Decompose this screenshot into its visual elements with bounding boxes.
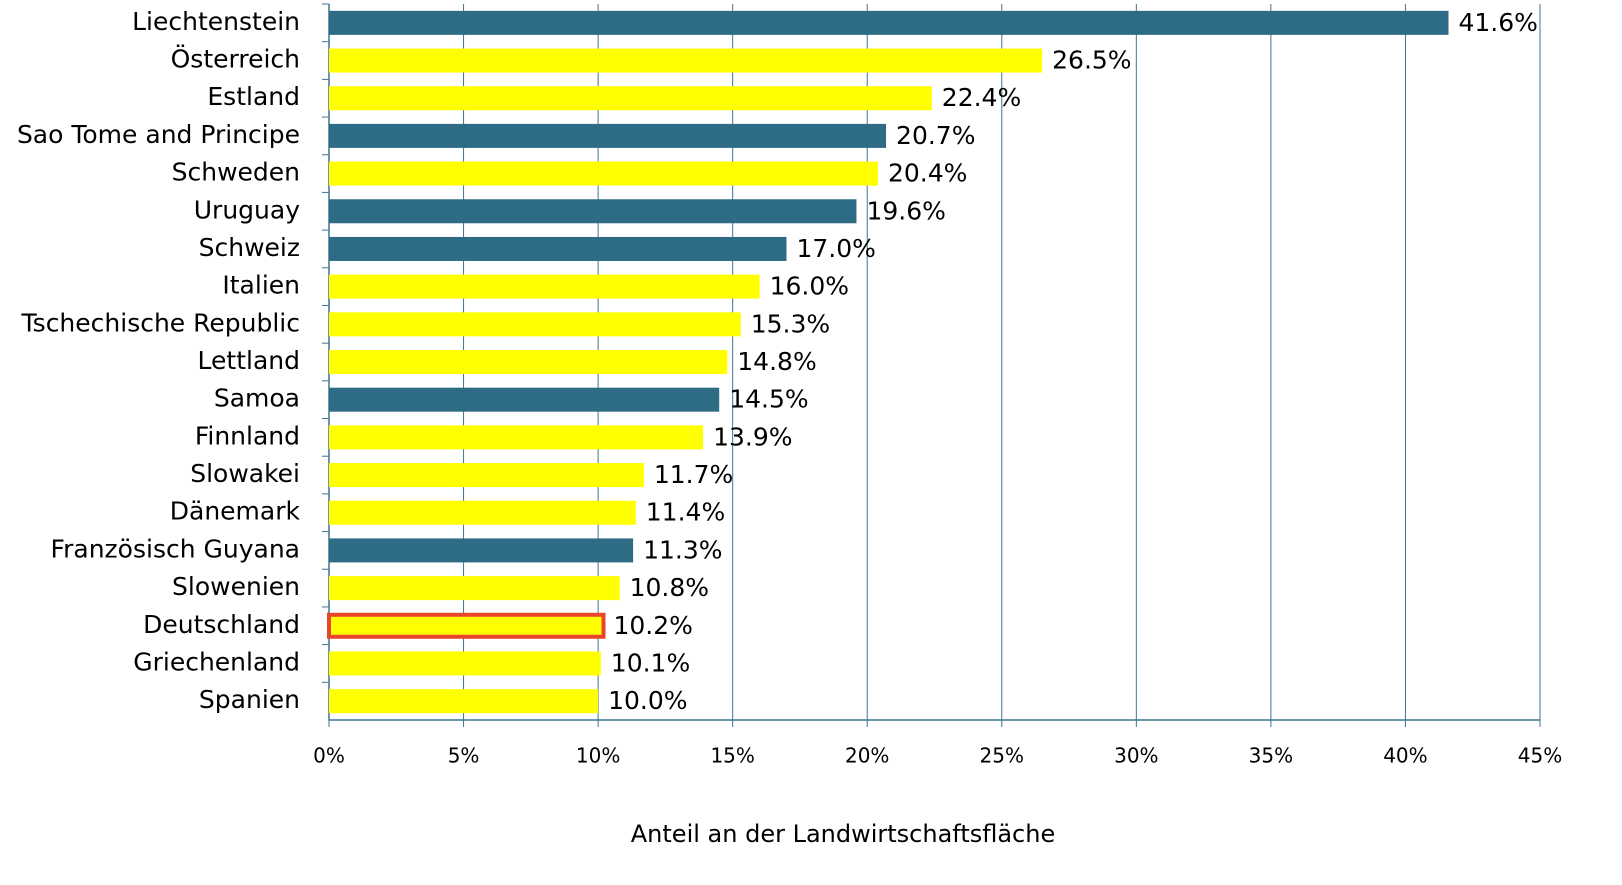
value-label: 10.2% [613,611,692,640]
value-label: 14.8% [737,347,816,376]
bar [329,689,599,714]
value-label: 14.5% [729,385,808,414]
bar [329,651,601,676]
x-tick-label: 5% [448,744,480,768]
y-tick-label: Lettland [198,346,300,375]
value-label: 16.0% [770,272,849,301]
value-label: 17.0% [796,234,875,263]
bar [329,123,887,148]
value-label: 11.7% [654,460,733,489]
y-tick-label: Estland [207,82,300,111]
x-tick-label: 20% [845,744,889,768]
y-tick-label: Schweiz [199,233,300,262]
bar [329,10,1449,35]
y-tick-label: Schweden [172,158,300,187]
bar [329,576,620,601]
value-label: 10.8% [630,573,709,602]
bar [329,350,728,374]
value-label: 20.4% [888,159,967,188]
x-tick-label: 10% [576,744,620,768]
y-tick-label: Slowakei [190,459,300,488]
x-tick-label: 35% [1249,744,1293,768]
bar [329,161,878,186]
bar [329,425,704,450]
value-label: 22.4% [942,83,1021,112]
bar [329,86,932,111]
bar [329,538,634,563]
value-label: 10.1% [611,648,690,677]
y-tick-label: Griechenland [133,647,300,676]
bar [329,463,644,488]
value-label: 11.3% [643,535,722,564]
y-tick-label: Slowenien [172,572,300,601]
y-tick-label: Französisch Guyana [51,534,300,563]
y-tick-label: Tschechische Republic [21,308,300,337]
bar [329,48,1043,73]
bar [329,500,636,525]
value-label: 19.6% [866,196,945,225]
x-tick-label: 0% [313,744,345,768]
value-label: 10.0% [608,686,687,715]
x-tick-label: 30% [1114,744,1158,768]
y-tick-label: Finnland [195,421,300,450]
x-axis-title: Anteil an der Landwirtschaftsfläche [631,820,1055,848]
x-tick-label: 15% [710,744,754,768]
bar [327,612,606,639]
bar [329,387,720,412]
value-label: 15.3% [751,309,830,338]
y-tick-label: Dänemark [170,497,301,526]
x-tick-label: 25% [980,744,1024,768]
x-tick-label: 40% [1383,744,1427,768]
y-tick-label: Italien [222,271,300,300]
y-tick-label: Liechtenstein [132,7,300,36]
bar [329,274,760,299]
y-tick-label: Uruguay [194,195,300,224]
value-label: 41.6% [1459,8,1538,37]
bar [329,199,857,224]
bar [329,312,741,337]
bar [329,236,787,261]
value-label: 11.4% [646,498,725,527]
x-tick-label: 45% [1518,744,1562,768]
y-tick-label: Spanien [199,685,300,714]
value-label: 20.7% [896,121,975,150]
y-tick-label: Österreich [171,45,300,74]
y-tick-label: Deutschland [143,610,300,639]
value-label: 13.9% [713,422,792,451]
value-label: 26.5% [1052,46,1131,75]
y-tick-label: Sao Tome and Principe [17,120,300,149]
y-tick-label: Samoa [214,384,300,413]
